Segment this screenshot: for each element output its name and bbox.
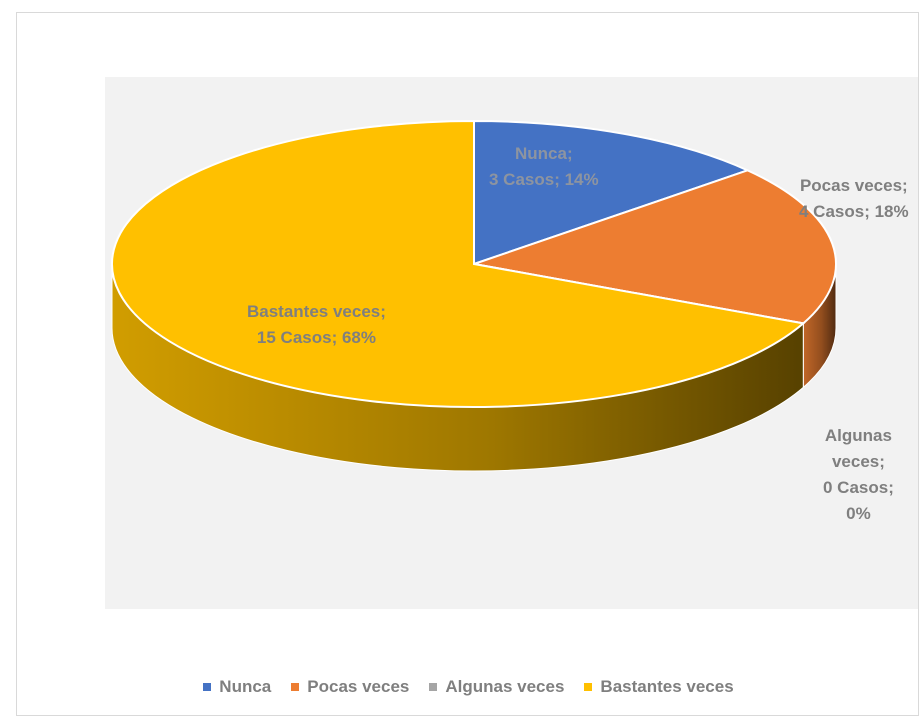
data-label-algunas-veces-line4: 0% — [846, 504, 871, 523]
legend-label-algunas-veces: Algunas veces — [445, 677, 565, 696]
data-label-nunca-line2: 3 Casos; 14% — [489, 170, 599, 189]
legend-swatch-bastantes-veces — [584, 683, 593, 691]
data-label-algunas-veces-line3: 0 Casos; — [823, 478, 894, 497]
legend-swatch-nunca — [203, 683, 212, 691]
data-label-bastantes-veces-line1: Bastantes veces; — [247, 302, 386, 321]
data-label-pocas-veces-line2: 4 Casos; 18% — [799, 202, 909, 221]
legend-item-pocas-veces: Pocas veces — [291, 677, 409, 697]
legend-item-bastantes-veces: Bastantes veces — [584, 677, 734, 697]
chart-frame: Nunca; 3 Casos; 14% Pocas veces; 4 Casos… — [16, 12, 919, 716]
data-label-algunas-veces-line1: Algunas — [824, 426, 892, 445]
legend-item-algunas-veces: Algunas veces — [429, 677, 564, 697]
legend: Nunca Pocas veces Algunas veces Bastante… — [17, 677, 918, 697]
data-label-algunas-veces-line2: veces; — [831, 452, 885, 471]
data-label-algunas-veces: Algunas veces; 0 Casos; 0% — [823, 423, 894, 527]
data-label-bastantes-veces-line2: 15 Casos; 68% — [256, 328, 376, 347]
pie-slice-nunca — [473, 119, 751, 266]
data-label-bastantes-veces: Bastantes veces; 15 Casos; 68% — [247, 299, 386, 351]
pie-slice-bastantes-veces — [111, 119, 806, 408]
legend-label-nunca: Nunca — [219, 677, 272, 696]
legend-label-pocas-veces: Pocas veces — [307, 677, 410, 696]
data-label-pocas-veces-line1: Pocas veces; — [799, 176, 908, 195]
legend-swatch-algunas-veces — [429, 683, 438, 691]
pie-chart — [111, 119, 837, 472]
pie-slice-pocas-veces — [470, 169, 837, 325]
pie-top-faces — [111, 119, 837, 408]
legend-item-nunca: Nunca — [203, 677, 271, 697]
data-label-nunca: Nunca; 3 Casos; 14% — [489, 141, 599, 193]
legend-swatch-pocas-veces — [291, 683, 300, 691]
legend-label-bastantes-veces: Bastantes veces — [600, 677, 734, 696]
data-label-pocas-veces: Pocas veces; 4 Casos; 18% — [799, 173, 909, 225]
data-label-nunca-line1: Nunca; — [515, 144, 573, 163]
